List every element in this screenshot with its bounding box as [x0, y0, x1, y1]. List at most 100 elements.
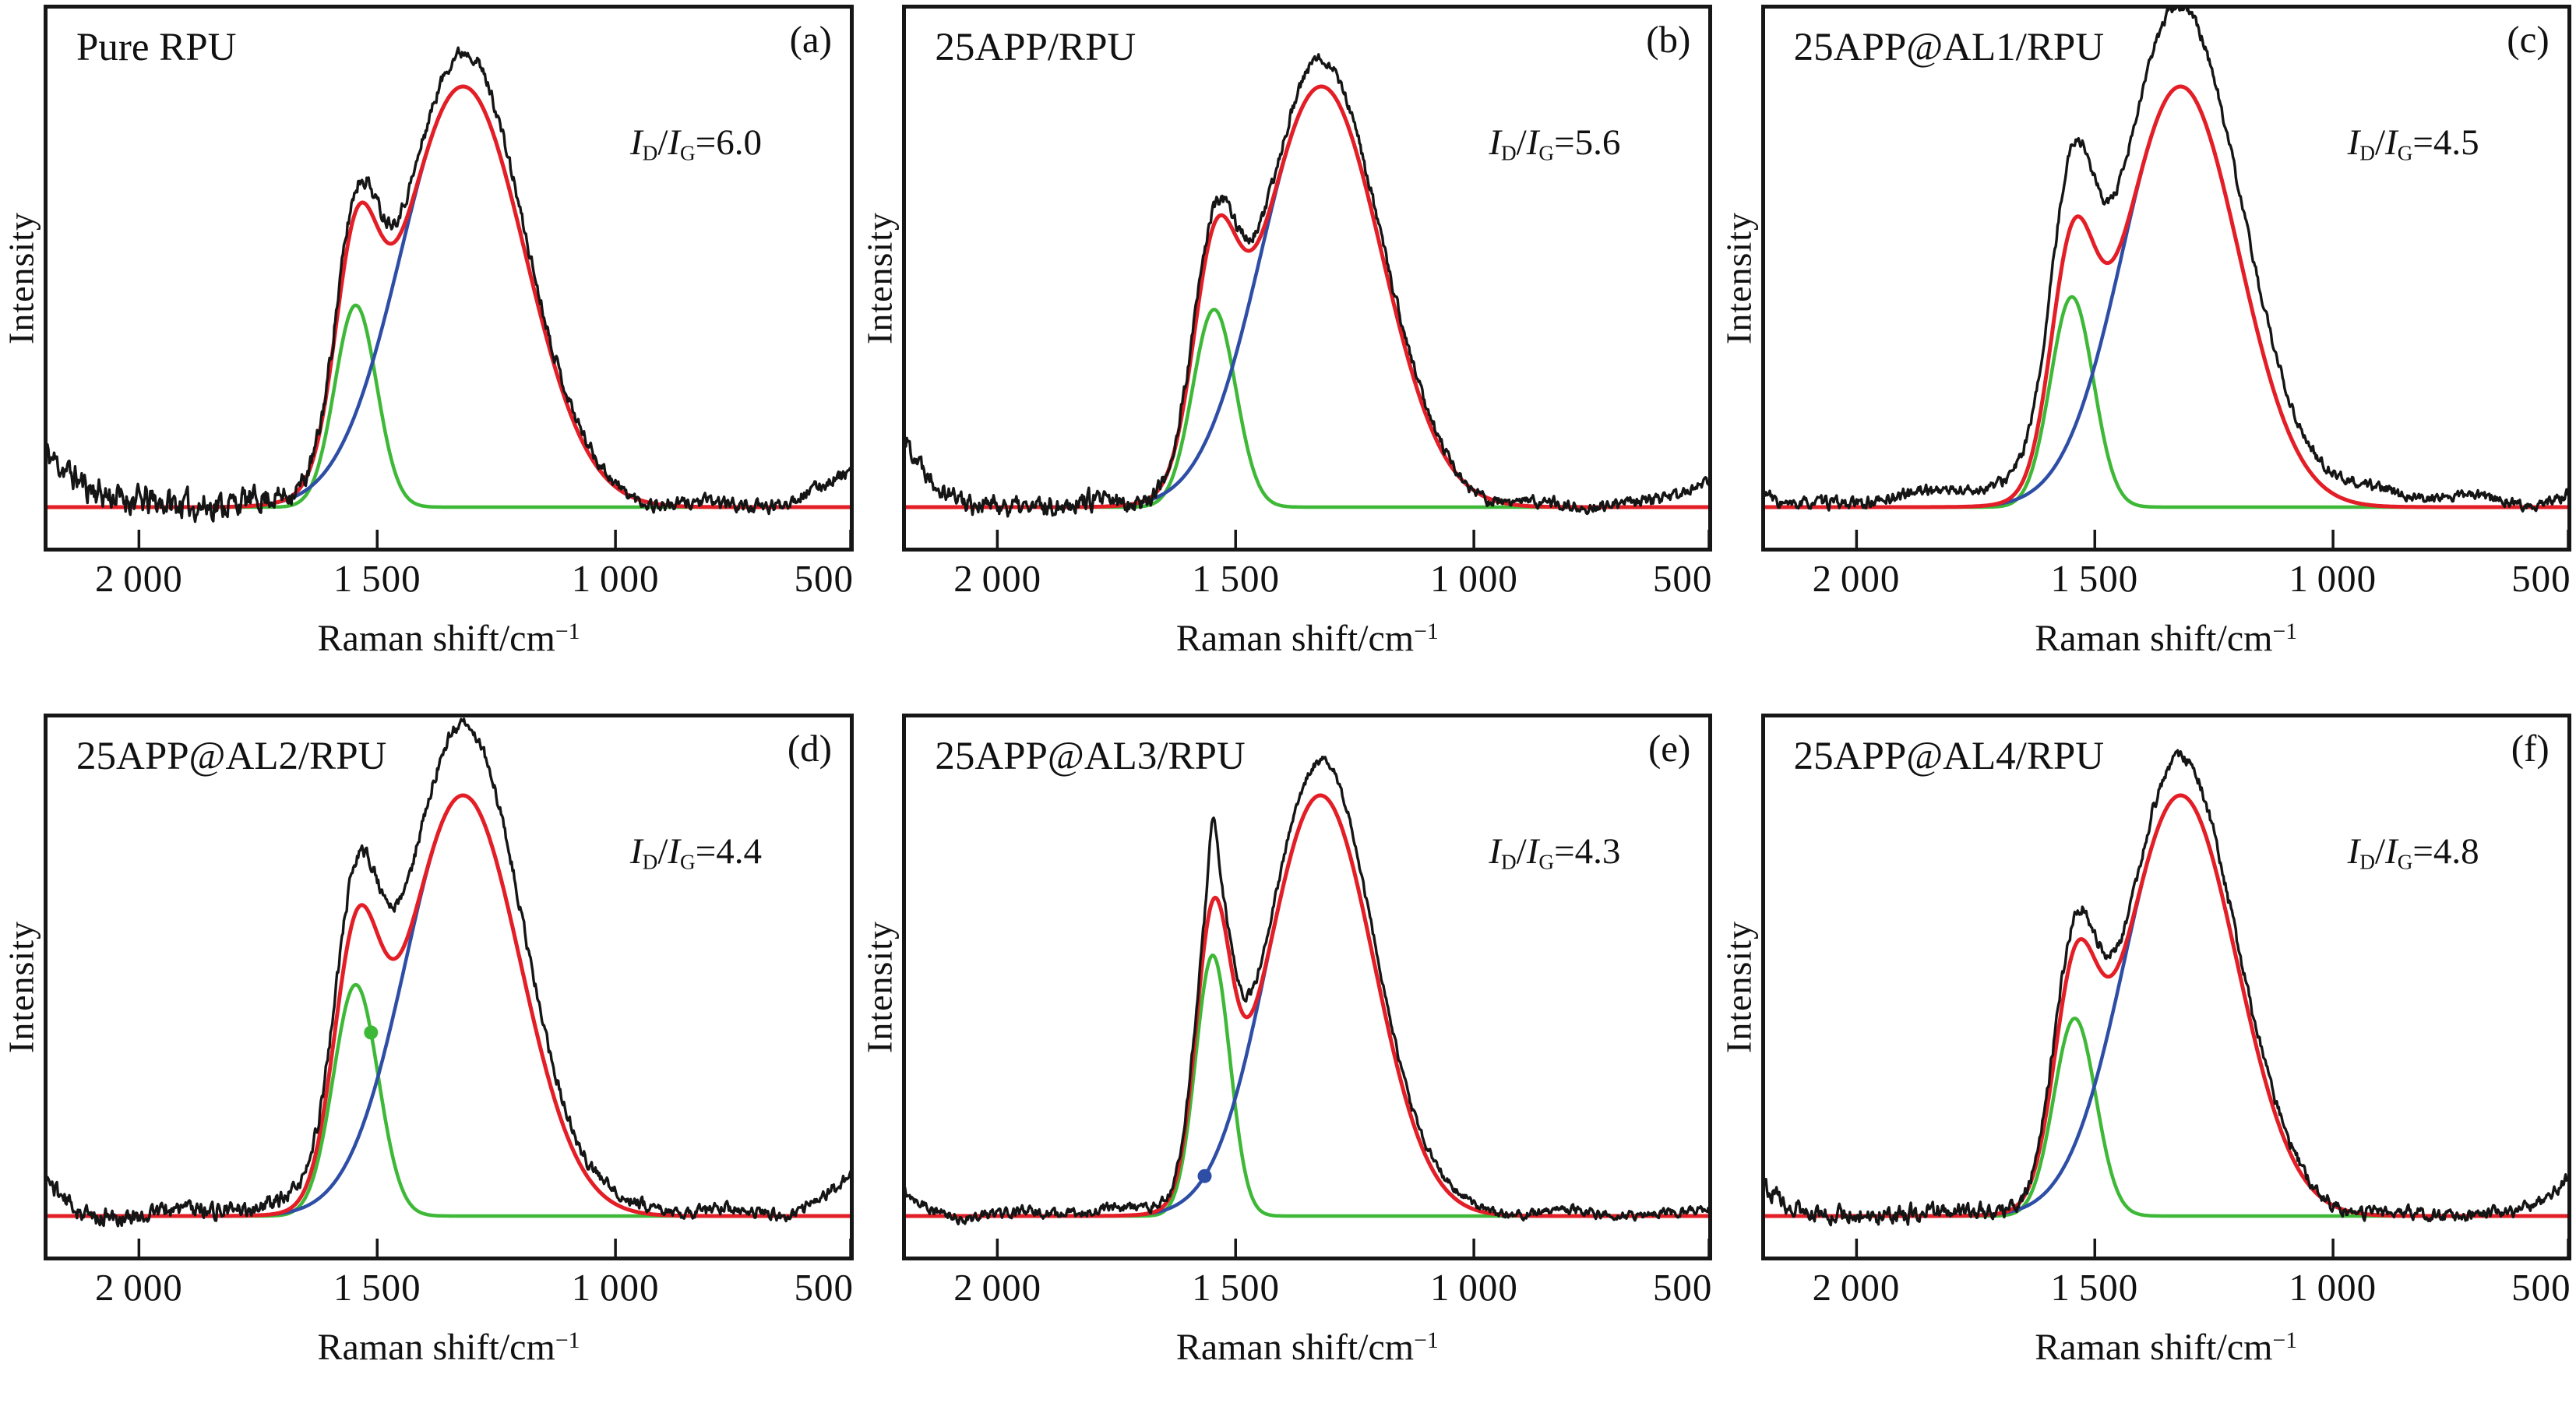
raman-spectrum-panel: Intensity 25APP/RPU (b) ID/IG=5.6 2 000 1… — [858, 0, 1717, 709]
x-axis-label-text: Raman shift/cm — [1175, 1326, 1415, 1368]
x-tick-labels: 2 000 1 500 1 000 500 — [44, 556, 854, 608]
sample-name-label: 25APP/RPU — [935, 26, 1136, 69]
raman-spectrum-panel: Intensity Pure RPU (a) ID/IG=6.0 2 000 1 … — [0, 0, 858, 709]
ratio-symbol-I-D: I — [1489, 830, 1501, 872]
x-tick-label: 2 000 — [1812, 557, 1901, 600]
ratio-equals: = — [1554, 830, 1575, 872]
x-axis-label: Raman shift/cm−1 — [902, 1326, 1712, 1369]
x-axis-label-text: Raman shift/cm — [1175, 618, 1415, 659]
sample-name-label: 25APP@AL2/RPU — [76, 734, 387, 778]
ratio-subscript-D: D — [2359, 141, 2375, 165]
ratio-slash: / — [657, 122, 668, 163]
plot-area: 25APP@AL3/RPU (e) ID/IG=4.3 — [902, 713, 1713, 1260]
spectrum-plot-canvas — [1760, 713, 2571, 1260]
x-tick-label: 1 500 — [2050, 557, 2139, 600]
ratio-subscript-D: D — [1500, 850, 1517, 874]
x-tick-label: 1 000 — [2289, 1265, 2377, 1309]
id-ig-ratio-label: ID/IG=6.0 — [630, 122, 762, 164]
x-axis-label-text: Raman shift/cm — [2035, 1326, 2273, 1368]
x-tick-label: 2 000 — [1812, 1265, 1901, 1309]
ratio-slash: / — [2374, 830, 2386, 872]
ratio-subscript-D: D — [1500, 141, 1517, 165]
x-axis-label-exponent: −1 — [555, 619, 580, 645]
ratio-value: 4.8 — [2433, 830, 2479, 872]
x-tick-label: 500 — [794, 557, 854, 600]
ratio-slash: / — [657, 830, 668, 872]
plot-area: 25APP/RPU (b) ID/IG=5.6 — [902, 5, 1713, 552]
x-tick-label: 500 — [794, 1265, 854, 1309]
x-tick-labels: 2 000 1 500 1 000 500 — [902, 1265, 1712, 1317]
x-axis-label-text: Raman shift/cm — [317, 618, 555, 659]
x-tick-label: 2 000 — [953, 557, 1042, 600]
y-axis-label: Intensity — [1, 212, 41, 344]
ratio-value: 4.5 — [2433, 122, 2479, 163]
x-tick-label: 1 500 — [1192, 1265, 1280, 1309]
id-ig-ratio-label: ID/IG=4.5 — [2348, 122, 2479, 164]
plot-area: 25APP@AL1/RPU (c) ID/IG=4.5 — [1760, 5, 2571, 552]
spectrum-plot-canvas — [902, 5, 1713, 552]
ratio-subscript-G: G — [1538, 850, 1555, 874]
x-axis-label-exponent: −1 — [1414, 619, 1439, 645]
y-axis-label: Intensity — [1718, 212, 1759, 344]
ratio-symbol-I-D: I — [629, 830, 643, 872]
spectrum-plot-canvas — [902, 713, 1713, 1260]
x-axis-label: Raman shift/cm−1 — [902, 617, 1712, 660]
x-tick-label: 1 000 — [2289, 557, 2377, 600]
panel-letter-label: (b) — [1646, 18, 1691, 61]
ratio-subscript-G: G — [680, 850, 696, 874]
ratio-slash: / — [1516, 830, 1527, 872]
x-tick-label: 1 000 — [571, 1265, 660, 1309]
ratio-symbol-I-D: I — [629, 122, 643, 163]
x-tick-label: 500 — [2511, 557, 2571, 600]
sample-name-label: Pure RPU — [76, 26, 237, 69]
x-axis-label: Raman shift/cm−1 — [1761, 617, 2571, 660]
spectrum-plot-canvas — [1760, 5, 2571, 552]
x-tick-label: 1 500 — [333, 557, 421, 600]
x-axis-label: Raman shift/cm−1 — [1761, 1326, 2571, 1369]
x-tick-labels: 2 000 1 500 1 000 500 — [1761, 556, 2571, 608]
id-ig-ratio-label: ID/IG=4.4 — [630, 830, 762, 872]
x-tick-label: 1 000 — [571, 557, 660, 600]
sample-name-label: 25APP@AL4/RPU — [1793, 734, 2105, 778]
ratio-equals: = — [2412, 830, 2433, 872]
panel-letter-label: (e) — [1647, 726, 1691, 770]
ratio-symbol-I-G: I — [668, 830, 681, 872]
x-tick-labels: 2 000 1 500 1 000 500 — [1761, 1265, 2571, 1317]
ratio-value: 6.0 — [716, 122, 762, 163]
g-band-fit-handle-dot — [364, 1024, 379, 1039]
id-ig-ratio-label: ID/IG=4.8 — [2348, 830, 2479, 872]
y-axis-label: Intensity — [859, 920, 900, 1053]
raman-spectrum-panel: Intensity 25APP@AL1/RPU (c) ID/IG=4.5 2 … — [1718, 0, 2576, 709]
ratio-symbol-I-D: I — [1489, 122, 1501, 163]
x-tick-labels: 2 000 1 500 1 000 500 — [44, 1265, 854, 1317]
ratio-subscript-D: D — [642, 141, 658, 165]
y-axis-label: Intensity — [1718, 920, 1759, 1053]
plot-area: 25APP@AL2/RPU (d) ID/IG=4.4 — [44, 713, 854, 1260]
x-tick-label: 2 000 — [94, 1265, 183, 1309]
x-axis-label-text: Raman shift/cm — [2035, 618, 2273, 659]
panel-letter-label: (f) — [2511, 726, 2550, 770]
x-tick-labels: 2 000 1 500 1 000 500 — [902, 556, 1712, 608]
ratio-symbol-I-G: I — [668, 122, 681, 163]
x-tick-label: 1 500 — [333, 1265, 421, 1309]
ratio-symbol-I-G: I — [1526, 830, 1539, 872]
raman-spectrum-panel: Intensity 25APP@AL2/RPU (d) ID/IG=4.4 2 … — [0, 709, 858, 1417]
ratio-equals: = — [2412, 122, 2433, 163]
ratio-equals: = — [695, 830, 717, 872]
x-axis-label: Raman shift/cm−1 — [44, 617, 854, 660]
x-tick-label: 1 500 — [1192, 557, 1280, 600]
x-tick-label: 1 000 — [1430, 1265, 1518, 1309]
ratio-slash: / — [2374, 122, 2386, 163]
x-axis-label-exponent: −1 — [555, 1327, 580, 1353]
x-tick-label: 1 500 — [2050, 1265, 2139, 1309]
panel-letter-label: (c) — [2507, 18, 2550, 61]
ratio-equals: = — [1554, 122, 1575, 163]
id-ig-ratio-label: ID/IG=5.6 — [1489, 122, 1620, 164]
x-axis-label: Raman shift/cm−1 — [44, 1326, 854, 1369]
ratio-symbol-I-G: I — [1526, 122, 1539, 163]
ratio-value: 4.3 — [1574, 830, 1621, 872]
ratio-value: 4.4 — [716, 830, 762, 872]
plot-area: 25APP@AL4/RPU (f) ID/IG=4.8 — [1760, 713, 2571, 1260]
sample-name-label: 25APP@AL3/RPU — [935, 734, 1246, 778]
plot-area: Pure RPU (a) ID/IG=6.0 — [44, 5, 854, 552]
